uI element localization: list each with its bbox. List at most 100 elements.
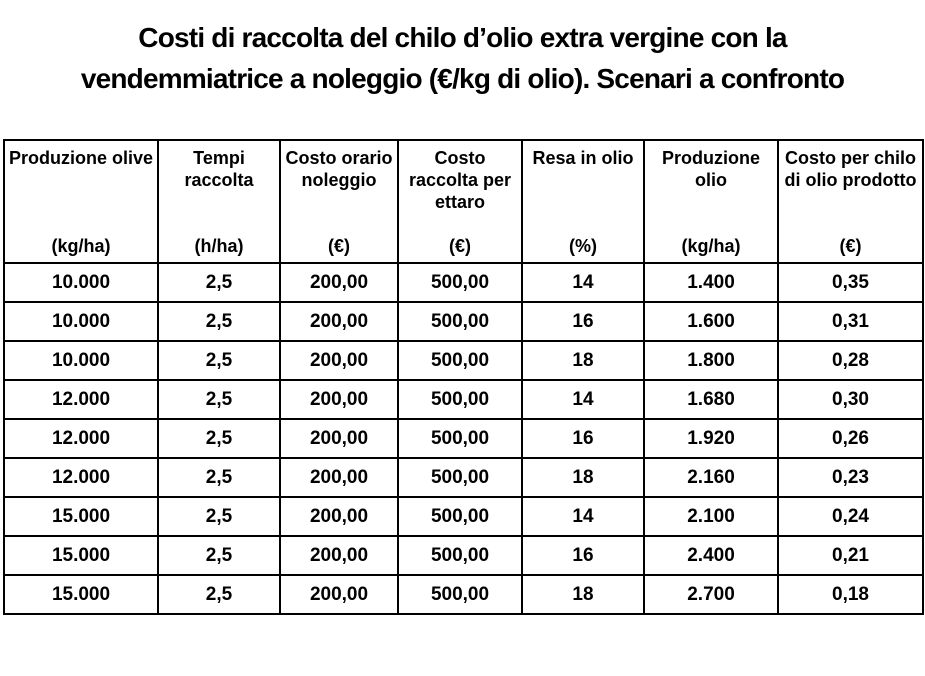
column-header-name: Resa in olio [532,148,634,168]
table-cell: 12.000 [3,418,159,459]
table-row: 12.000 2,5 200,00 500,00 16 1.920 0,26 [3,418,924,459]
page-title-line-2: vendemmiatrice a noleggio (€/kg di olio)… [80,63,845,94]
column-header-name: Costo per chilo di olio prodotto [784,148,917,190]
table-cell: 16 [521,535,645,576]
table-cell: 2,5 [157,379,281,420]
table-cell: 200,00 [279,574,399,615]
column-header-unit: (kg/ha) [681,236,741,256]
table-cell: 10.000 [3,340,159,381]
table-header: Produzione olive (kg/ha) Tempi raccolta (h/… [3,139,924,264]
scenarios-table: Produzione olive (kg/ha) Tempi raccolta (h/… [3,139,924,615]
table-cell: 200,00 [279,535,399,576]
table-cell: 500,00 [397,496,523,537]
table-cell: 12.000 [3,457,159,498]
table-cell: 2.700 [643,574,779,615]
table-cell: 200,00 [279,418,399,459]
column-header-2: Tempi raccolta (h/ha) [157,139,281,264]
table-cell: 200,00 [279,262,399,303]
table-cell: 16 [521,418,645,459]
table-cell: 15.000 [3,496,159,537]
table-cell: 200,00 [279,301,399,342]
table-cell: 500,00 [397,418,523,459]
table-cell: 2,5 [157,262,281,303]
table-cell: 500,00 [397,340,523,381]
table-cell: 18 [521,574,645,615]
table-cell: 0,21 [777,535,924,576]
column-header-content: Produzione olive (kg/ha) [5,141,157,262]
column-header-content: Resa in olio (%) [523,141,643,262]
table-row: 10.000 2,5 200,00 500,00 18 1.800 0,28 [3,340,924,381]
table-cell: 2.400 [643,535,779,576]
column-header-unit: (kg/ha) [51,236,111,256]
table-cell: 200,00 [279,340,399,381]
column-header-unit: (h/ha) [194,236,244,256]
table-cell: 500,00 [397,379,523,420]
column-header-5: Resa in olio (%) [521,139,645,264]
table-cell: 2.160 [643,457,779,498]
column-header-name: Produzione olio [662,148,760,190]
table-cell: 18 [521,340,645,381]
table-cell: 10.000 [3,262,159,303]
column-header-name: Costo raccolta per ettaro [408,148,512,212]
column-header-content: Tempi raccolta (h/ha) [159,141,279,262]
table-cell: 1.680 [643,379,779,420]
table-cell: 15.000 [3,535,159,576]
table-row: 10.000 2,5 200,00 500,00 16 1.600 0,31 [3,301,924,342]
table-cell: 500,00 [397,262,523,303]
table-row: 10.000 2,5 200,00 500,00 14 1.400 0,35 [3,262,924,303]
table-cell: 200,00 [279,457,399,498]
column-header-4: Costo raccolta per ettaro (€) [397,139,523,264]
table-cell: 1.920 [643,418,779,459]
table-cell: 0,31 [777,301,924,342]
table-cell: 1.400 [643,262,779,303]
table-cell: 0,23 [777,457,924,498]
column-header-content: Produzione olio (kg/ha) [645,141,777,262]
table-cell: 14 [521,379,645,420]
table-row: 15.000 2,5 200,00 500,00 18 2.700 0,18 [3,574,924,615]
page-title-line-1: Costi di raccolta del chilo d’olio extra… [138,22,787,53]
header-row: Produzione olive (kg/ha) Tempi raccolta (h/… [3,139,924,264]
table-cell: 0,18 [777,574,924,615]
table-cell: 200,00 [279,496,399,537]
column-header-6: Produzione olio (kg/ha) [643,139,779,264]
column-header-3: Costo orario noleggio (€) [279,139,399,264]
table-cell: 200,00 [279,379,399,420]
table-cell: 2,5 [157,301,281,342]
table-cell: 500,00 [397,535,523,576]
table-cell: 0,24 [777,496,924,537]
table-cell: 0,28 [777,340,924,381]
table-cell: 2,5 [157,496,281,537]
column-header-unit: (€) [328,236,350,256]
table-row: 12.000 2,5 200,00 500,00 14 1.680 0,30 [3,379,924,420]
table-cell: 15.000 [3,574,159,615]
table-cell: 500,00 [397,301,523,342]
column-header-name: Costo orario noleggio [285,148,393,190]
table-cell: 10.000 [3,301,159,342]
table-cell: 2,5 [157,574,281,615]
table-row: 15.000 2,5 200,00 500,00 14 2.100 0,24 [3,496,924,537]
table-cell: 2,5 [157,418,281,459]
table-cell: 16 [521,301,645,342]
column-header-name: Produzione olive [8,148,154,168]
table-cell: 14 [521,262,645,303]
table-cell: 500,00 [397,457,523,498]
table-cell: 2,5 [157,457,281,498]
table-cell: 1.600 [643,301,779,342]
table-cell: 0,35 [777,262,924,303]
table-cell: 18 [521,457,645,498]
table-row: 12.000 2,5 200,00 500,00 18 2.160 0,23 [3,457,924,498]
column-header-unit: (€) [839,236,862,256]
column-header-7: Costo per chilo di olio prodotto (€) [777,139,924,264]
page-title: Costi di raccolta del chilo d’olio extra… [0,0,925,99]
table-cell: 2.100 [643,496,779,537]
table-cell: 2,5 [157,340,281,381]
table-cell: 14 [521,496,645,537]
column-header-unit: (%) [569,236,597,256]
table-cell: 0,30 [777,379,924,420]
table-cell: 2,5 [157,535,281,576]
table-body: 10.000 2,5 200,00 500,00 14 1.400 0,35 10.000 2,… [3,262,924,615]
column-header-unit: (€) [449,236,471,256]
column-header-1: Produzione olive (kg/ha) [3,139,159,264]
table-cell: 500,00 [397,574,523,615]
column-header-content: Costo orario noleggio (€) [281,141,397,262]
